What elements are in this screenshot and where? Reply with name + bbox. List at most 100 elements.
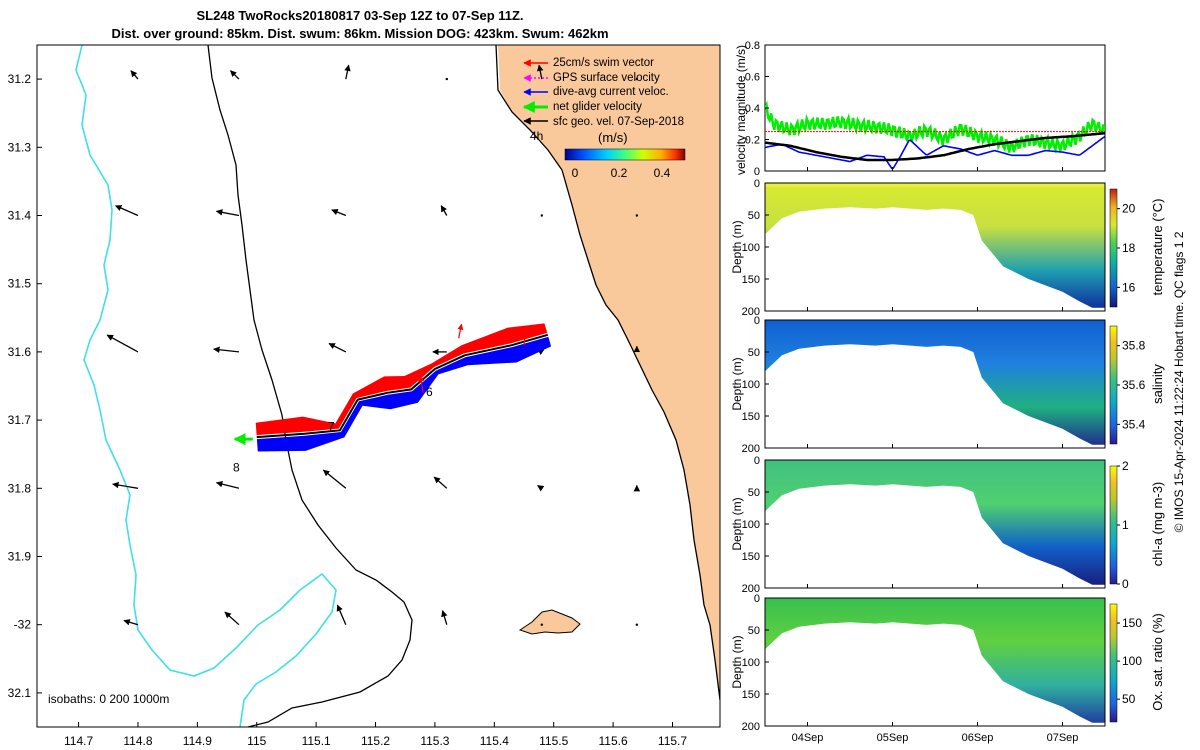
- credit-text: © IMOS 15-Apr-2024 11:22:24 Hobart time.…: [1172, 231, 1186, 532]
- geo-velocity-arrow: [230, 70, 240, 80]
- colorbar-label: temperature (°C): [1150, 199, 1165, 296]
- velocity-series: [765, 100, 1105, 170]
- day-label: 8: [233, 460, 240, 474]
- map-x-tick-label: 115.3: [420, 734, 449, 748]
- depth-axis-label: Depth (m): [730, 220, 744, 273]
- map-axes: 6 7 8 114.7 114.8 114.9 115 115.1 115.2 115.3 115…: [8, 44, 721, 748]
- section-colorbar: [1109, 325, 1118, 445]
- section-field: [765, 460, 1105, 585]
- depth-tick-label: 200: [742, 306, 760, 318]
- geo-velocity-arrow: [331, 209, 347, 217]
- geo-velocity-arrow: [106, 334, 139, 353]
- map-y-tick-label: 31.5: [8, 277, 32, 291]
- section-colorbar: [1109, 188, 1118, 308]
- map-x-tick-label: 115.1: [302, 734, 331, 748]
- colorbar-tick-label: 18: [1122, 241, 1136, 255]
- colorbar-label: Ox. sat. ratio (%): [1150, 613, 1165, 711]
- section-field: [765, 183, 1105, 308]
- day-label: 6: [426, 385, 433, 399]
- depth-tick-label: 50: [748, 210, 760, 222]
- geo-velocity-arrow: [114, 205, 139, 217]
- map-legend: 25cm/s swim vector GPS surface velocity …: [522, 57, 686, 180]
- colorbar-tick-label: 16: [1122, 280, 1136, 294]
- depth-tick-label: 100: [742, 657, 760, 669]
- velocity-series-line: [765, 135, 1105, 170]
- rottnest-island: [518, 609, 581, 635]
- isobath-0m: [495, 45, 720, 701]
- colorbar-tick-2: 0.4: [654, 166, 671, 180]
- depth-tick-label: 150: [742, 689, 760, 701]
- swim-vector-band: [255, 323, 548, 436]
- depth-axis-label: Depth (m): [730, 497, 744, 550]
- land-area: [498, 45, 720, 727]
- geo-velocity-arrow: [635, 214, 639, 217]
- geo-velocity-arrow: [336, 604, 347, 625]
- time-tick-label: 04Sep: [792, 732, 824, 744]
- depth-tick-label: 200: [742, 721, 760, 733]
- colorbar-tick-label: 35.6: [1122, 378, 1146, 392]
- colorbar-tick-label: 35.8: [1122, 339, 1146, 353]
- depth-tick-label: 50: [748, 625, 760, 637]
- depth-tick-label: 0: [754, 178, 760, 190]
- colorbar-tick-label: 2: [1122, 459, 1129, 473]
- depth-axis-label: Depth (m): [730, 357, 744, 410]
- legend-geo-velocity-label: sfc geo. vel. 07-Sep-2018: [553, 116, 684, 128]
- map-x-tick-label: 115: [247, 734, 266, 748]
- depth-tick-label: 150: [742, 411, 760, 423]
- geo-velocity-arrow: [344, 64, 351, 80]
- section-field: [765, 598, 1105, 723]
- colorbar-tick-label: 150: [1122, 616, 1142, 630]
- isobath-200m: [207, 45, 413, 727]
- swim-vector-arrow: [521, 331, 528, 346]
- map-x-tick-label: 115.7: [658, 734, 687, 748]
- glider-track: [233, 323, 552, 452]
- colorbar-tick-1: 0.2: [611, 166, 628, 180]
- velocity-panel: 0 0.2 0.4 0.6 0.8 velocity magnitude (m/s): [734, 40, 1106, 178]
- map-x-tick-label: 114.9: [183, 734, 212, 748]
- map-y-tick-label: 31.2: [8, 72, 32, 86]
- section-panel-salinity: 0 50 100 150 200 Depth (m) 35.4 35.6 35.8 salinit…: [730, 315, 1165, 455]
- depth-tick-label: 100: [742, 519, 760, 531]
- colorbar-tick-label: 1: [1122, 518, 1129, 532]
- section-panel-temperature: 0 50 100 150 200 Depth (m) 16 18 20 temperature (…: [730, 178, 1165, 318]
- depth-axis-label: Depth (m): [730, 635, 744, 688]
- colorbar-tick-label: 20: [1122, 202, 1136, 216]
- map-y-tick-label: 32.1: [8, 686, 32, 700]
- map-x-tick-label: 115.2: [361, 734, 390, 748]
- day-labels: 6 7 8: [233, 385, 433, 474]
- velocity-y-tick-label: 0.2: [745, 135, 760, 147]
- depth-tick-label: 0: [754, 593, 760, 605]
- geo-velocity-arrows: [106, 64, 641, 626]
- depth-tick-label: 200: [742, 583, 760, 595]
- colorbar-label: chl-a (mg m-3): [1150, 482, 1165, 567]
- geo-velocity-arrow: [536, 64, 544, 80]
- legend-gps-velocity-label: GPS surface velocity: [553, 72, 660, 84]
- depth-tick-label: 50: [748, 347, 760, 359]
- map-y-tick-label: -32: [14, 618, 32, 632]
- geo-velocity-arrow: [433, 476, 448, 489]
- section-panel-oxygen-saturation: 0 50 100 150 200 Depth (m) 50 100 150 Ox. sat. ra…: [730, 593, 1165, 733]
- depth-tick-label: 150: [742, 551, 760, 563]
- geo-velocity-arrow: [322, 469, 347, 489]
- colorbar-tick-label: 50: [1122, 692, 1136, 706]
- colorbar-units: (m/s): [598, 130, 628, 145]
- swim-vector-arrow: [418, 375, 425, 393]
- colorbar-label: salinity: [1150, 364, 1165, 404]
- geo-velocity-arrow: [540, 214, 544, 217]
- map-x-tick-label: 114.7: [64, 734, 93, 748]
- geo-velocity-arrow: [130, 70, 139, 80]
- velocity-ylabel: velocity magnitude (m/s): [734, 45, 748, 175]
- map-x-tick-label: 115.4: [480, 734, 509, 748]
- time-axis-ticks: 04Sep 05Sep 06Sep 07Sep: [792, 167, 1078, 744]
- velocity-series-line: [765, 100, 1105, 155]
- map-y-ticks: 31.2 31.3 31.4 31.5 31.6 31.7 31.8 31.9 -32 32.1: [8, 72, 42, 700]
- current-band: [256, 336, 552, 452]
- depth-tick-label: 150: [742, 274, 760, 286]
- section-panel-chl-a: 0 50 100 150 200 Depth (m) 0 1 2 chl-a (mg m-3): [730, 455, 1165, 595]
- map-y-tick-label: 31.8: [8, 481, 32, 495]
- velocity-y-ticks: 0 0.2 0.4 0.6 0.8: [745, 40, 769, 178]
- map-x-tick-label: 115.5: [539, 734, 568, 748]
- chart-title-line1: SL248 TwoRocks20180817 03-Sep 12Z to 07-…: [196, 8, 524, 23]
- isobath-label: isobaths: 0 200 1000m: [48, 692, 169, 706]
